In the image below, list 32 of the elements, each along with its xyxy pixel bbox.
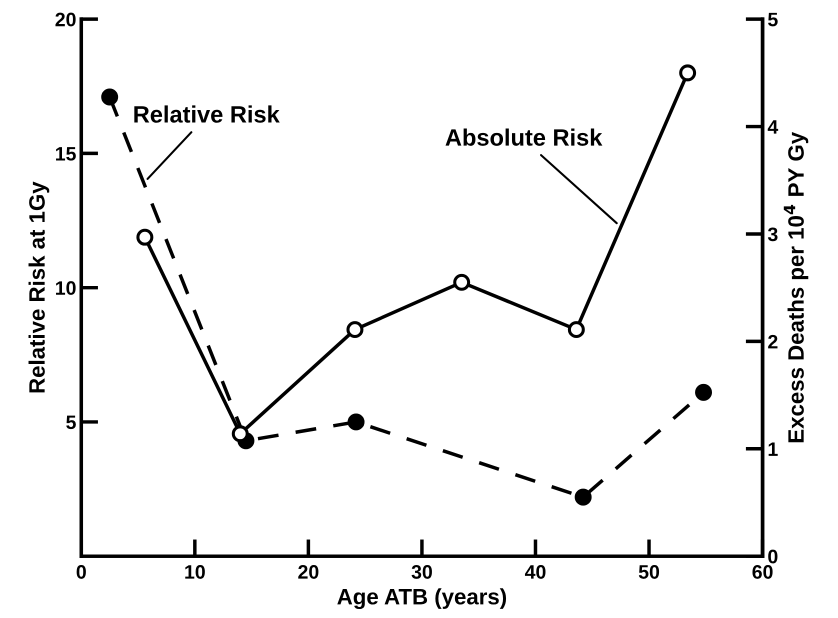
- y2-tick-label: 0: [768, 550, 778, 564]
- y2-tick-label: 5: [768, 12, 778, 26]
- y-tick-label: 10: [56, 281, 76, 295]
- y2-tick-label: 4: [768, 120, 778, 134]
- x-tick-label: 20: [298, 565, 318, 579]
- point: [348, 413, 365, 430]
- point: [679, 64, 696, 82]
- x-tick-label: 0: [76, 565, 86, 579]
- x-tick-label: 40: [524, 565, 546, 579]
- y2-tick-label: 3: [768, 227, 778, 242]
- point: [568, 321, 585, 338]
- y2-axis-title: Excess Deaths per 10$^{4}$ PY Gy: [784, 132, 808, 442]
- y-tick-label: 20: [55, 12, 76, 26]
- y2-tick-label: 2: [768, 334, 778, 348]
- y2-tick-label: 1: [768, 442, 778, 456]
- y-tick-label: 15: [56, 147, 76, 161]
- point: [574, 488, 592, 506]
- point: [695, 384, 712, 401]
- x-tick-label: 10: [185, 565, 205, 579]
- x-tick-label: 50: [638, 565, 660, 579]
- point: [101, 88, 118, 106]
- point: [453, 274, 470, 291]
- x-axis-title: Age ATB (years): [337, 588, 506, 610]
- series-label: Relative Risk: [134, 105, 280, 123]
- point: [232, 425, 249, 442]
- x-tick-label: 30: [412, 565, 432, 579]
- text: Absolute Risk: [446, 128, 602, 146]
- y-tick-label: 5: [66, 416, 76, 430]
- y-axis-title: Relative Risk at 1Gy: [28, 182, 50, 392]
- point: [136, 228, 154, 246]
- point: [346, 321, 364, 338]
- x-tick-label: 60: [752, 565, 773, 579]
